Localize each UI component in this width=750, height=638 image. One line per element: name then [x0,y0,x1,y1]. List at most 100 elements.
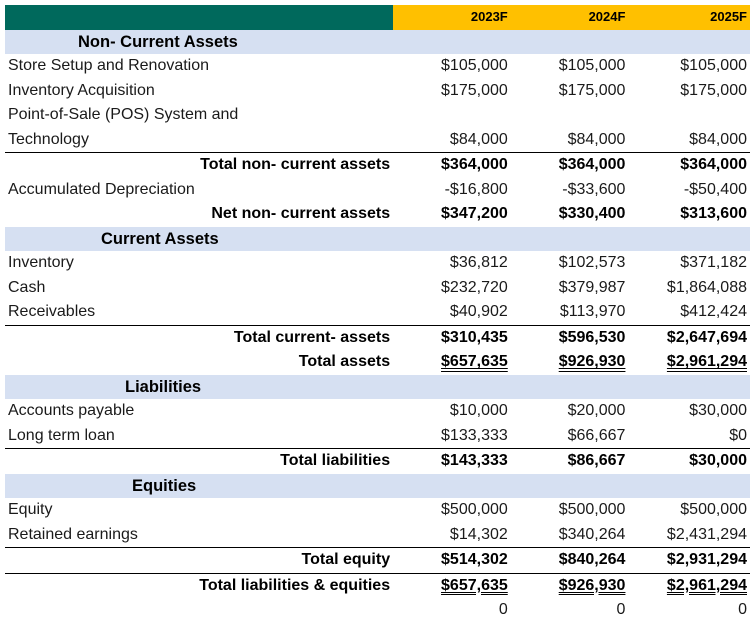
value-cell[interactable]: $14,302 [393,523,511,548]
value-cell[interactable]: 0 [393,598,511,623]
value-cell[interactable]: $133,333 [393,424,511,449]
value-cell[interactable]: $66,667 [511,424,629,449]
value-cell[interactable]: $84,000 [628,128,750,153]
value-cell[interactable]: -$33,600 [511,178,629,203]
value-cell[interactable] [628,29,750,54]
value-cell[interactable]: $310,435 [393,324,511,350]
value-cell[interactable]: $143,333 [393,448,511,474]
value-cell[interactable]: $657,635 [393,572,511,598]
total-label[interactable]: Total liabilities & equities [5,572,394,598]
section-title[interactable]: Current Assets [5,226,394,251]
value-cell[interactable]: $514,302 [393,547,511,573]
value-cell[interactable] [628,226,750,251]
row-label[interactable]: Accounts payable [8,402,135,420]
value-cell[interactable] [393,103,511,128]
value-cell[interactable]: $926,930 [511,350,629,375]
value-cell[interactable]: $40,902 [393,300,511,325]
value-cell[interactable]: $371,182 [628,251,750,276]
row-label[interactable]: Long term loan [8,426,115,444]
section-title[interactable]: Non- Current Assets [5,29,394,54]
total-label[interactable]: Net non- current assets [211,205,391,223]
value-cell[interactable]: $113,970 [511,300,629,325]
row-label[interactable]: Point-of-Sale (POS) System and [8,106,239,124]
value-cell[interactable]: $379,987 [511,276,629,301]
row-label[interactable]: Technology [8,130,89,148]
value-cell[interactable]: 0 [628,598,750,623]
value-cell[interactable] [393,374,511,399]
row-label[interactable]: Retained earnings [8,525,138,543]
year-header-2023[interactable]: 2023F [393,5,511,30]
value-cell[interactable]: $364,000 [628,152,750,178]
value-cell[interactable]: $926,930 [510,572,629,598]
row-label[interactable]: Store Setup and Renovation [8,57,210,75]
value-cell[interactable] [510,473,629,498]
value-cell[interactable]: $0 [628,424,750,449]
value-cell[interactable]: $347,200 [393,202,511,227]
row-label[interactable]: Cash [8,278,46,296]
value-cell[interactable] [393,226,511,251]
row-label[interactable]: Receivables [8,303,96,321]
value-cell[interactable]: $2,431,294 [628,523,750,548]
value-cell[interactable]: $313,600 [628,202,750,227]
value-cell[interactable]: $1,864,088 [628,276,750,301]
value-cell[interactable] [510,374,629,399]
value-cell[interactable]: $232,720 [393,276,511,301]
value-cell[interactable]: $105,000 [393,54,511,79]
value-cell[interactable]: $175,000 [511,79,629,104]
row-label[interactable]: Equity [8,501,53,519]
value-cell[interactable]: $364,000 [510,152,629,178]
total-label[interactable]: Total assets [298,353,391,371]
value-cell[interactable]: $340,264 [511,523,629,548]
value-cell[interactable]: $596,530 [510,324,629,350]
value-cell[interactable]: $30,000 [628,448,750,474]
section-title[interactable]: Equities [5,473,394,498]
total-label[interactable]: Total equity [5,547,394,573]
value-cell[interactable]: $364,000 [393,152,511,178]
value-cell[interactable]: $330,400 [511,202,629,227]
year-header-2025[interactable]: 2025F [628,5,750,30]
value-cell[interactable] [511,103,629,128]
value-cell[interactable]: $105,000 [628,54,750,79]
value-cell[interactable] [510,29,629,54]
value-cell[interactable]: -$50,400 [628,178,750,203]
row-label[interactable]: Inventory [8,254,74,272]
value-cell[interactable]: $840,264 [510,547,629,573]
value-cell[interactable] [510,226,629,251]
value-cell[interactable]: $105,000 [511,54,629,79]
value-cell[interactable] [628,473,750,498]
value-cell[interactable]: $102,573 [511,251,629,276]
value-cell[interactable]: $175,000 [393,79,511,104]
value-cell[interactable]: $2,961,294 [628,572,750,598]
total-label[interactable]: Total non- current assets [5,152,394,178]
value-cell[interactable]: $500,000 [511,498,629,523]
header-corner-cell[interactable] [5,5,394,30]
value-cell[interactable]: $500,000 [393,498,511,523]
value-cell[interactable]: $657,635 [393,350,511,375]
value-cell[interactable]: $2,961,294 [628,350,750,375]
row-label[interactable] [5,598,393,623]
value-cell[interactable]: $500,000 [628,498,750,523]
value-cell[interactable]: $84,000 [511,128,629,153]
value-cell[interactable]: $412,424 [628,300,750,325]
value-cell[interactable]: $30,000 [628,399,750,424]
value-cell[interactable]: $86,667 [510,448,629,474]
value-cell[interactable] [393,29,511,54]
section-title[interactable]: Liabilities [5,374,394,399]
value-cell[interactable]: $84,000 [393,128,511,153]
value-cell[interactable]: $2,931,294 [628,547,750,573]
row-label[interactable]: Inventory Acquisition [8,81,155,99]
value-cell[interactable]: $2,647,694 [628,324,750,350]
value-cell[interactable] [628,374,750,399]
total-label[interactable]: Total liabilities [5,448,394,474]
value-cell[interactable]: $10,000 [393,399,511,424]
total-label[interactable]: Total current- assets [5,324,394,350]
value-cell[interactable]: 0 [511,598,629,623]
value-cell[interactable]: $20,000 [511,399,629,424]
value-cell[interactable] [393,473,511,498]
value-cell[interactable] [628,103,750,128]
row-label[interactable]: Accumulated Depreciation [8,180,195,198]
value-cell[interactable]: -$16,800 [393,178,511,203]
value-cell[interactable]: $36,812 [393,251,511,276]
value-cell[interactable]: $175,000 [628,79,750,104]
year-header-2024[interactable]: 2024F [510,5,629,30]
